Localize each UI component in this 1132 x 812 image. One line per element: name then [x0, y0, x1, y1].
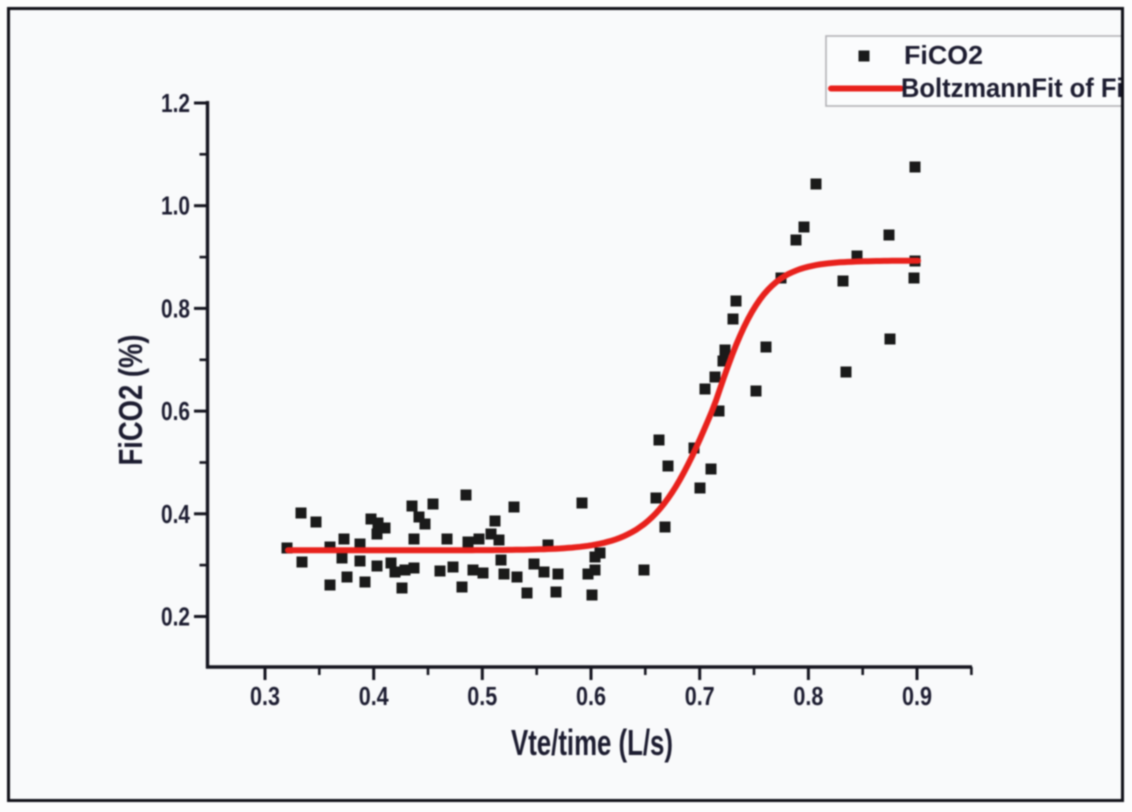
svg-text:1.2: 1.2 [161, 88, 190, 118]
svg-text:0.8: 0.8 [161, 293, 190, 323]
svg-text:0.4: 0.4 [359, 681, 389, 711]
svg-text:0.5: 0.5 [467, 681, 497, 711]
svg-text:1.0: 1.0 [161, 191, 190, 221]
svg-text:0.2: 0.2 [161, 602, 190, 632]
svg-text:0.9: 0.9 [902, 681, 932, 711]
svg-text:0.3: 0.3 [250, 681, 280, 711]
svg-text:0.8: 0.8 [793, 681, 823, 711]
svg-text:0.4: 0.4 [161, 499, 190, 529]
svg-text:Vte/time (L/s): Vte/time (L/s) [511, 722, 673, 763]
svg-text:0.7: 0.7 [685, 681, 715, 711]
svg-text:0.6: 0.6 [161, 396, 190, 426]
svg-text:FiCO2: FiCO2 [904, 40, 983, 70]
svg-text:BoltzmannFit of FiCO2: BoltzmannFit of FiCO2 [901, 73, 1132, 103]
svg-text:FiCO2 (%): FiCO2 (%) [112, 335, 149, 466]
svg-text:0.6: 0.6 [576, 681, 606, 711]
